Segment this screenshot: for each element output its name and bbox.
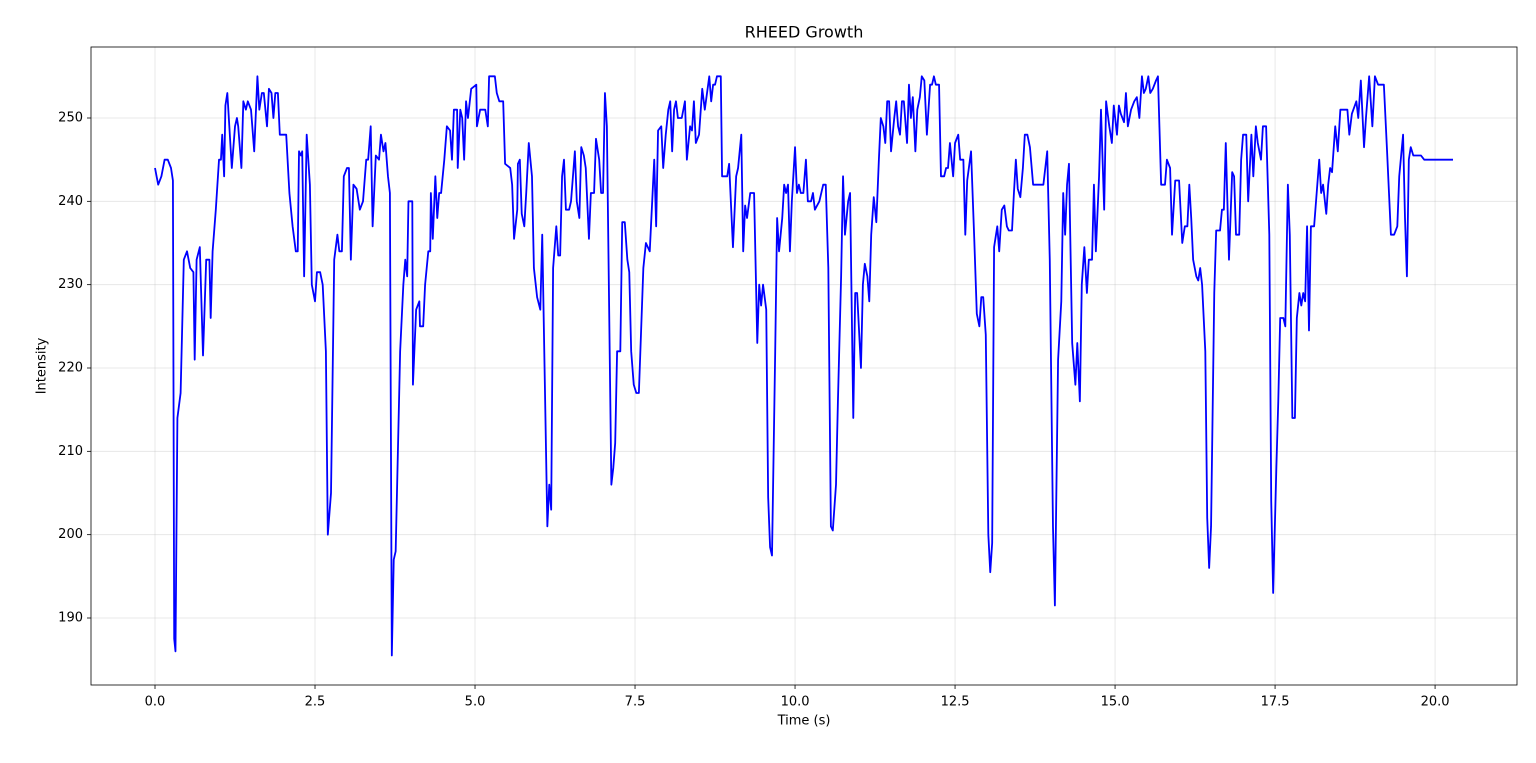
- plot: [154, 75, 1453, 657]
- y-tick-label: 250: [58, 111, 83, 126]
- data-line: [154, 75, 1453, 657]
- x-tick-label: 20.0: [1421, 695, 1450, 710]
- x-tick-label: 12.5: [941, 695, 970, 710]
- y-axis-label: Intensity: [35, 337, 50, 394]
- x-tick-label: 2.5: [305, 695, 326, 710]
- x-tick-label: 7.5: [625, 695, 646, 710]
- plot-frame: [90, 46, 1518, 686]
- y-tick-label: 230: [58, 277, 83, 292]
- x-tick-label: 0.0: [145, 695, 166, 710]
- x-tick-label: 10.0: [781, 695, 810, 710]
- chart-title: RHEED Growth: [745, 23, 864, 42]
- y-tick-label: 240: [58, 194, 83, 209]
- x-axis-label: Time (s): [777, 714, 831, 729]
- x-tick-label: 15.0: [1101, 695, 1130, 710]
- y-tick-label: 210: [58, 444, 83, 459]
- y-tick-label: 190: [58, 611, 83, 626]
- y-tick-label: 220: [58, 361, 83, 376]
- y-tick-label: 200: [58, 527, 83, 542]
- x-tick-label: 5.0: [465, 695, 486, 710]
- axes: 0.0 2.5 5.0 7.5 10.0 12.5 15.0 17.5 20.0 190 200 21…: [58, 111, 1449, 710]
- x-tick-label: 17.5: [1261, 695, 1290, 710]
